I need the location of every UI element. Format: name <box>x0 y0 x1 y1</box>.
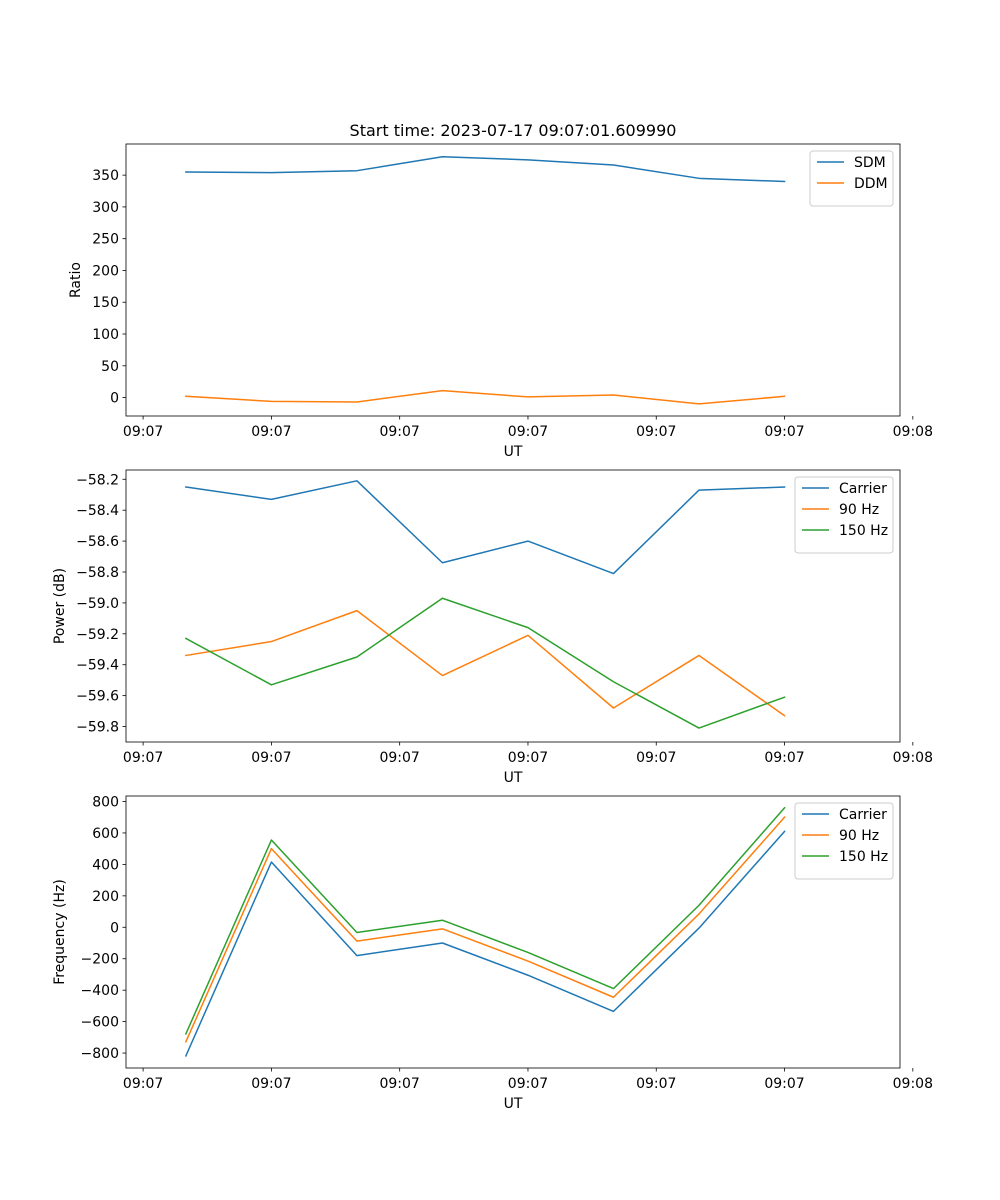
figure-title: Start time: 2023-07-17 09:07:01.609990 <box>350 121 677 140</box>
y-tick-label: −800 <box>81 1046 119 1062</box>
y-tick-label: 200 <box>92 263 119 279</box>
x-tick-label: 09:07 <box>764 1076 804 1092</box>
x-tick-label: 09:07 <box>636 750 676 766</box>
chart-1: 09:07 09:07 09:07 09:07 09:07 09:07 09:08 0 50 10… <box>68 143 933 460</box>
x-tick-label: 09:07 <box>764 750 804 766</box>
y-tick-label: −58.2 <box>76 472 119 488</box>
legend: SDM DDM <box>809 150 894 207</box>
x-tick-label: 09:08 <box>893 750 933 766</box>
y-tick-label: −59.6 <box>76 689 119 705</box>
y-tick-label: −58.4 <box>76 503 119 519</box>
y-tick-label: 600 <box>92 826 119 842</box>
y-tick-label: 400 <box>92 857 119 873</box>
series-line-90-hz <box>184 816 786 1043</box>
x-axis-label: UT <box>504 444 523 460</box>
x-tick-label: 09:07 <box>123 1076 163 1092</box>
y-tick-label: 150 <box>92 295 119 311</box>
y-tick-label: −59.0 <box>76 596 119 612</box>
y-tick-label: 0 <box>110 391 119 407</box>
y-tick-label: 200 <box>92 889 119 905</box>
legend-box <box>809 150 894 207</box>
x-tick-label: 09:07 <box>123 750 163 766</box>
x-tick-label: 09:07 <box>508 1076 548 1092</box>
legend-label: Carrier <box>839 481 887 497</box>
y-tick-label: −59.8 <box>76 720 119 736</box>
legend-box <box>794 802 894 880</box>
series-line-ddm <box>185 389 786 405</box>
x-axis-label: UT <box>504 770 523 786</box>
y-axis-label: Ratio <box>68 262 84 298</box>
x-tick-label: 09:07 <box>764 424 804 440</box>
series-line-carrier <box>185 480 786 575</box>
y-tick-label: −200 <box>81 952 119 968</box>
y-axis-label: Power (dB) <box>52 568 68 644</box>
axes-frame <box>125 143 901 417</box>
axes-frame <box>125 469 901 743</box>
y-tick-label: −58.8 <box>76 565 119 581</box>
x-tick-label: 09:07 <box>123 424 163 440</box>
series-line-carrier <box>184 830 786 1057</box>
y-tick-label: −59.4 <box>76 658 119 674</box>
x-tick-label: 09:08 <box>893 1076 933 1092</box>
legend: Carrier 90 Hz 150 Hz <box>794 476 894 554</box>
y-tick-label: 800 <box>92 795 119 811</box>
y-tick-label: 50 <box>101 359 119 375</box>
x-tick-label: 09:07 <box>251 750 291 766</box>
legend-label: 90 Hz <box>839 502 879 518</box>
x-axis-label: UT <box>504 1096 523 1112</box>
x-tick-label: 09:08 <box>893 424 933 440</box>
legend-box <box>794 476 894 554</box>
series-line-150-hz <box>184 806 786 1035</box>
chart-2: 09:07 09:07 09:07 09:07 09:07 09:07 09:08 −59.8… <box>52 469 933 786</box>
legend-label: DDM <box>854 176 888 192</box>
y-tick-label: 300 <box>92 200 119 216</box>
legend-label: SDM <box>854 155 886 171</box>
y-tick-label: 100 <box>92 327 119 343</box>
axes-frame <box>125 795 901 1069</box>
series-line-sdm <box>185 155 786 183</box>
x-tick-label: 09:07 <box>379 750 419 766</box>
x-tick-label: 09:07 <box>251 1076 291 1092</box>
legend-label: 150 Hz <box>839 849 888 865</box>
legend: Carrier 90 Hz 150 Hz <box>794 802 894 880</box>
chart-3: 09:07 09:07 09:07 09:07 09:07 09:07 09:08 −800 −… <box>52 795 933 1112</box>
x-tick-label: 09:07 <box>636 424 676 440</box>
x-tick-label: 09:07 <box>636 1076 676 1092</box>
y-tick-label: 350 <box>92 168 119 184</box>
y-tick-label: −600 <box>81 1015 119 1031</box>
legend-label: Carrier <box>839 807 887 823</box>
y-tick-label: −59.2 <box>76 627 119 643</box>
series-line-150-hz <box>184 597 786 729</box>
legend-label: 150 Hz <box>839 523 888 539</box>
x-tick-label: 09:07 <box>379 424 419 440</box>
y-tick-label: −58.6 <box>76 534 119 550</box>
x-tick-label: 09:07 <box>379 1076 419 1092</box>
y-tick-label: −400 <box>81 983 119 999</box>
y-tick-label: 0 <box>110 920 119 936</box>
y-tick-label: 250 <box>92 232 119 248</box>
series-line-90-hz <box>185 609 786 717</box>
x-tick-label: 09:07 <box>251 424 291 440</box>
x-tick-label: 09:07 <box>508 750 548 766</box>
y-axis-label: Frequency (Hz) <box>52 879 68 985</box>
x-tick-label: 09:07 <box>508 424 548 440</box>
legend-label: 90 Hz <box>839 828 879 844</box>
